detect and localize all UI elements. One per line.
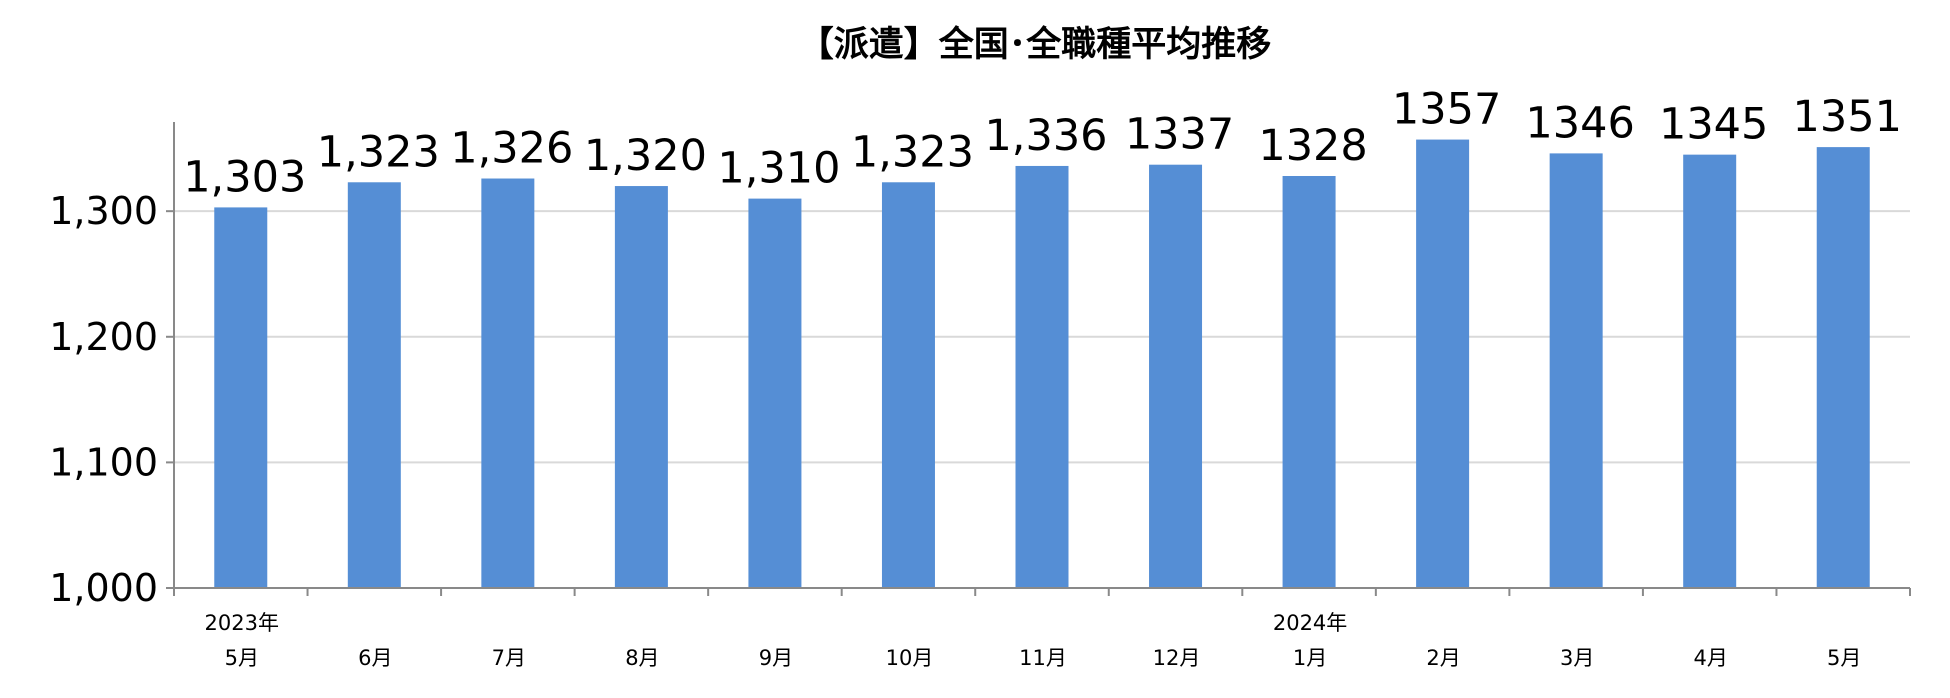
x-tick-label: 3月: [1560, 646, 1594, 670]
x-tick-label: 8月: [625, 646, 659, 670]
bar: [347, 182, 401, 588]
data-label: 1,310: [717, 144, 840, 194]
data-label: 1,320: [584, 131, 707, 181]
bar: [1816, 147, 1870, 589]
x-tick-label: 11月: [1019, 646, 1067, 670]
x-tick-label: 6月: [358, 646, 392, 670]
data-label: 1,336: [984, 111, 1107, 161]
x-tick-label: 1月: [1293, 646, 1327, 670]
x-tick-label: 10月: [886, 646, 934, 670]
bar: [214, 207, 268, 588]
axes: 1,000 1,100 1,200 1,300 5月 2023年 6月 7月 8月 9月 10月 11…: [49, 122, 1911, 670]
data-label: 1328: [1258, 121, 1367, 171]
x-tick-label: 4月: [1694, 646, 1728, 670]
data-label: 1337: [1125, 110, 1234, 160]
bars: [214, 139, 1870, 589]
bar: [1416, 139, 1470, 588]
bar: [881, 182, 935, 588]
x-tick-label: 5月: [1827, 646, 1861, 670]
data-label: 1345: [1659, 100, 1768, 150]
y-tick-label: 1,000: [49, 566, 158, 610]
data-label: 1,323: [851, 127, 974, 177]
bar: [1683, 154, 1737, 588]
bar: [748, 198, 802, 588]
bar: [1282, 175, 1336, 588]
y-tick-label: 1,200: [49, 315, 158, 359]
y-tick-label: 1,100: [49, 440, 158, 484]
x-year-label: 2024年: [1273, 611, 1347, 635]
data-label: 1,326: [450, 124, 573, 174]
chart-title: 【派遣】全国･全職種平均推移: [799, 24, 1272, 65]
x-year-label: 2023年: [205, 611, 279, 635]
bar: [1015, 165, 1069, 589]
bar: [481, 178, 535, 588]
x-tick-label: 7月: [492, 646, 526, 670]
data-label: 1351: [1793, 92, 1902, 142]
data-label: 1357: [1392, 85, 1501, 135]
bar: [614, 186, 668, 588]
bar: [1149, 164, 1203, 588]
x-tick-label: 12月: [1153, 646, 1201, 670]
y-tick-label: 1,300: [49, 189, 158, 233]
x-tick-label: 5月: [225, 646, 259, 670]
data-label: 1346: [1525, 98, 1634, 148]
data-label: 1,323: [317, 127, 440, 177]
bar: [1549, 153, 1603, 588]
data-label: 1,303: [183, 152, 306, 202]
x-tick-label: 2月: [1426, 646, 1460, 670]
x-tick-label: 9月: [759, 646, 793, 670]
